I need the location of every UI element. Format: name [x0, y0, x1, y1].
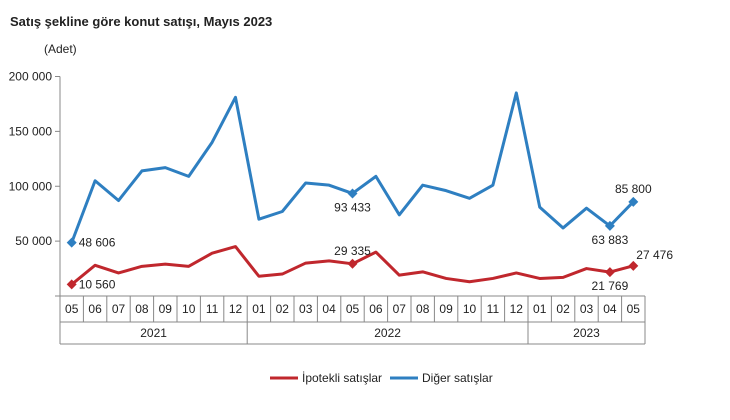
x-tick-label: 07: [393, 302, 407, 316]
year-label: 2023: [573, 326, 600, 340]
x-tick-label: 10: [463, 302, 477, 316]
y-tick-label: 100 000: [9, 179, 53, 193]
x-tick-label: 11: [206, 302, 219, 316]
marker-diamond: [628, 260, 639, 271]
x-tick-label: 09: [159, 302, 173, 316]
data-label: 27 476: [636, 248, 673, 262]
data-label: 21 769: [592, 279, 629, 293]
x-tick-label: 08: [416, 302, 430, 316]
marker-diamond: [347, 188, 358, 199]
x-tick-label: 08: [135, 302, 149, 316]
x-tick-label: 02: [276, 302, 290, 316]
data-label: 93 433: [334, 200, 371, 214]
x-tick-label: 09: [439, 302, 453, 316]
x-tick-label: 01: [533, 302, 547, 316]
year-label: 2022: [374, 326, 401, 340]
data-label: 63 883: [592, 233, 629, 247]
x-tick-label: 12: [229, 302, 243, 316]
x-tick-label: 04: [322, 302, 336, 316]
x-tick-label: 10: [182, 302, 196, 316]
x-tick-label: 07: [112, 302, 126, 316]
marker-diamond: [66, 279, 77, 290]
data-label: 10 560: [79, 277, 116, 291]
y-tick-label: 150 000: [9, 124, 53, 138]
legend-label: İpotekli satışlar: [302, 371, 382, 385]
x-tick-label: 11: [487, 302, 500, 316]
x-tick-label: 05: [65, 302, 79, 316]
marker-diamond: [604, 267, 615, 278]
marker-diamond: [604, 220, 615, 231]
x-tick-label: 01: [252, 302, 266, 316]
data-label: 48 606: [79, 236, 116, 250]
x-tick-label: 06: [369, 302, 383, 316]
y-tick-label: 50 000: [15, 234, 52, 248]
year-label: 2021: [140, 326, 167, 340]
x-tick-label: 05: [627, 302, 641, 316]
x-tick-label: 06: [88, 302, 102, 316]
marker-diamond: [66, 237, 77, 248]
x-tick-label: 12: [510, 302, 524, 316]
chart-title: Satış şekline göre konut satışı, Mayıs 2…: [10, 14, 273, 29]
x-tick-label: 04: [603, 302, 617, 316]
y-axis-unit: (Adet): [44, 42, 77, 56]
marker-diamond: [628, 196, 639, 207]
y-tick-label: 200 000: [9, 70, 53, 84]
data-label: 85 800: [615, 182, 652, 196]
x-tick-label: 03: [299, 302, 313, 316]
x-tick-label: 03: [580, 302, 594, 316]
x-tick-label: 02: [556, 302, 570, 316]
legend-label: Diğer satışlar: [422, 371, 493, 385]
data-label: 29 335: [334, 244, 371, 258]
x-tick-label: 05: [346, 302, 360, 316]
marker-diamond: [347, 258, 358, 269]
series-line-1: [70, 91, 635, 244]
